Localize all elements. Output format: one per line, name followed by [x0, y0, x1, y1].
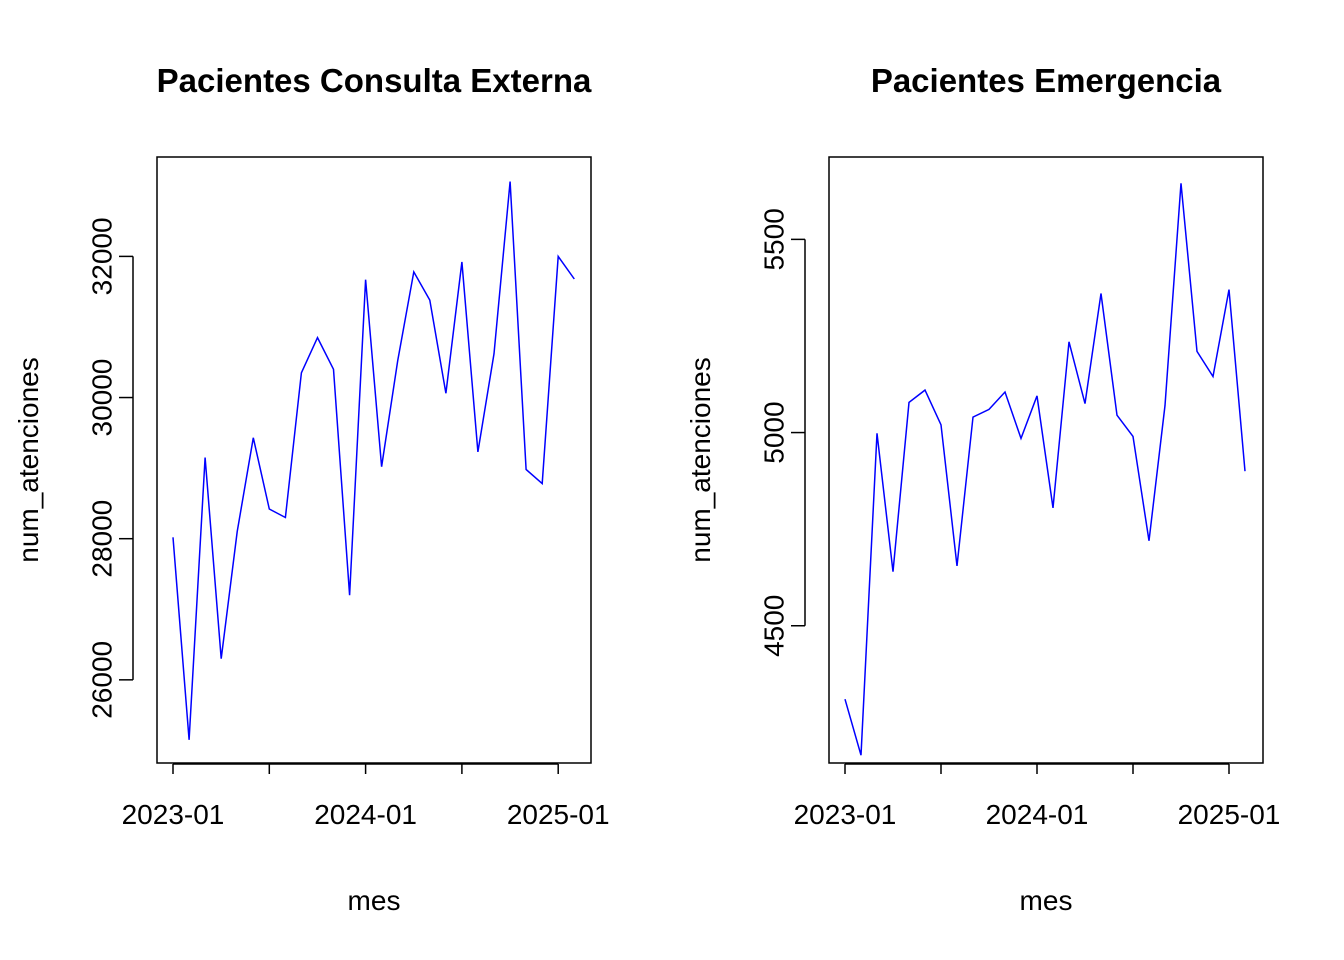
y-tick-label: 30000 [87, 359, 118, 437]
x-tick-label: 2024-01 [314, 799, 417, 830]
y-tick-label: 26000 [87, 641, 118, 719]
x-axis-label: mes [348, 885, 401, 916]
series-line [172, 181, 575, 740]
y-axis-label: num_atenciones [685, 357, 716, 562]
y-tick-label: 5500 [759, 208, 790, 270]
chart-panel-emergencia: Pacientes Emergencia 4500 5000 5500 2023-0… [685, 62, 1280, 916]
chart-title: Pacientes Consulta Externa [157, 62, 592, 99]
y-tick-label: 4500 [759, 595, 790, 657]
x-tick-label: 2023-01 [122, 799, 225, 830]
x-axis: 2023-01 2024-01 2025-01 [794, 763, 1281, 830]
x-tick-label: 2024-01 [986, 799, 1089, 830]
x-axis-label: mes [1020, 885, 1073, 916]
y-tick-label: 28000 [87, 500, 118, 578]
y-axis: 4500 5000 5500 [759, 208, 806, 657]
y-tick-label: 5000 [759, 401, 790, 463]
chart-title: Pacientes Emergencia [871, 62, 1222, 99]
x-axis: 2023-01 2024-01 2025-01 [122, 763, 610, 830]
series-line [844, 183, 1246, 756]
plot-frame [828, 156, 1264, 764]
x-tick-label: 2025-01 [507, 799, 610, 830]
y-axis-label: num_atenciones [13, 357, 44, 562]
y-tick-label: 32000 [87, 217, 118, 295]
x-tick-label: 2025-01 [1178, 799, 1281, 830]
chart-panel-consulta-externa: Pacientes Consulta Externa 26000 28000 300… [13, 62, 610, 916]
y-axis: 26000 28000 30000 32000 [87, 217, 134, 719]
plot-frame [156, 156, 592, 764]
x-tick-label: 2023-01 [794, 799, 897, 830]
